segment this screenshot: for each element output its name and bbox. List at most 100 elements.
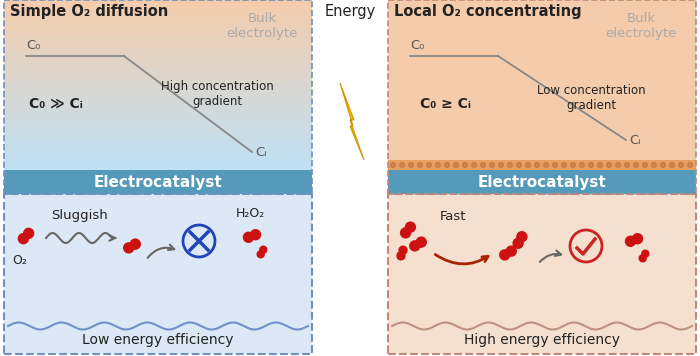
Text: Bulk
electrolyte: Bulk electrolyte <box>606 12 677 40</box>
Text: High concentration
gradient: High concentration gradient <box>160 80 274 108</box>
Polygon shape <box>4 19 312 20</box>
Polygon shape <box>4 41 312 42</box>
Polygon shape <box>4 99 312 100</box>
Polygon shape <box>4 105 312 107</box>
Circle shape <box>561 162 566 168</box>
Circle shape <box>24 228 34 239</box>
Circle shape <box>391 162 395 168</box>
Polygon shape <box>4 94 312 95</box>
Polygon shape <box>4 117 312 119</box>
Circle shape <box>626 236 636 246</box>
Text: Sluggish: Sluggish <box>50 209 107 222</box>
Polygon shape <box>4 150 312 151</box>
Polygon shape <box>4 129 312 131</box>
Circle shape <box>678 162 683 168</box>
Polygon shape <box>4 64 312 66</box>
Circle shape <box>400 228 411 238</box>
Circle shape <box>400 162 405 168</box>
Circle shape <box>634 162 638 168</box>
Circle shape <box>517 232 527 242</box>
Polygon shape <box>4 9 312 10</box>
Circle shape <box>498 162 503 168</box>
Polygon shape <box>4 119 312 121</box>
Polygon shape <box>4 143 312 145</box>
Circle shape <box>435 162 440 168</box>
Polygon shape <box>4 61 312 63</box>
Polygon shape <box>4 72 312 73</box>
Circle shape <box>506 246 516 256</box>
Polygon shape <box>4 22 312 24</box>
Circle shape <box>552 162 557 168</box>
Text: O₂: O₂ <box>12 254 27 267</box>
Text: Low energy efficiency: Low energy efficiency <box>83 333 234 347</box>
Circle shape <box>244 232 253 242</box>
Polygon shape <box>4 17 312 19</box>
Polygon shape <box>4 63 312 64</box>
Polygon shape <box>4 5 312 7</box>
Polygon shape <box>4 102 312 104</box>
Circle shape <box>426 162 431 168</box>
Polygon shape <box>4 56 312 58</box>
Circle shape <box>570 162 575 168</box>
Circle shape <box>18 234 28 244</box>
Polygon shape <box>4 132 312 134</box>
Circle shape <box>410 241 420 251</box>
Polygon shape <box>4 14 312 15</box>
Circle shape <box>526 162 531 168</box>
Circle shape <box>489 162 494 168</box>
Polygon shape <box>4 165 312 167</box>
FancyBboxPatch shape <box>388 194 696 354</box>
Circle shape <box>580 162 584 168</box>
Polygon shape <box>4 83 312 85</box>
Polygon shape <box>4 136 312 138</box>
Circle shape <box>399 246 407 254</box>
Polygon shape <box>340 83 364 160</box>
Text: Local O₂ concentrating: Local O₂ concentrating <box>394 4 582 19</box>
Text: C₀ ≫ Cᵢ: C₀ ≫ Cᵢ <box>29 97 83 111</box>
Polygon shape <box>4 112 312 114</box>
Polygon shape <box>4 168 312 170</box>
Polygon shape <box>4 46 312 48</box>
Polygon shape <box>4 0 312 2</box>
Bar <box>4 170 312 194</box>
Text: Fast: Fast <box>440 210 466 223</box>
Circle shape <box>642 250 649 257</box>
Polygon shape <box>4 160 312 162</box>
Polygon shape <box>4 155 312 156</box>
Polygon shape <box>4 100 312 102</box>
Circle shape <box>606 162 612 168</box>
Text: Simple O₂ diffusion: Simple O₂ diffusion <box>10 4 168 19</box>
Bar <box>388 170 696 194</box>
Circle shape <box>416 237 426 247</box>
Polygon shape <box>4 85 312 87</box>
Polygon shape <box>4 95 312 97</box>
Polygon shape <box>4 156 312 158</box>
Circle shape <box>444 162 449 168</box>
Polygon shape <box>4 44 312 46</box>
Polygon shape <box>4 10 312 12</box>
Circle shape <box>397 252 405 260</box>
Polygon shape <box>4 104 312 105</box>
Polygon shape <box>4 39 312 41</box>
Polygon shape <box>4 167 312 168</box>
Polygon shape <box>4 87 312 88</box>
Text: High energy efficiency: High energy efficiency <box>464 333 620 347</box>
Circle shape <box>639 255 646 262</box>
Polygon shape <box>4 122 312 124</box>
Polygon shape <box>4 131 312 132</box>
Polygon shape <box>4 163 312 165</box>
Polygon shape <box>4 54 312 56</box>
Circle shape <box>517 162 522 168</box>
Polygon shape <box>4 20 312 22</box>
Circle shape <box>543 162 549 168</box>
Polygon shape <box>4 2 312 4</box>
Polygon shape <box>4 34 312 36</box>
Polygon shape <box>4 78 312 80</box>
Polygon shape <box>4 158 312 160</box>
Polygon shape <box>4 12 312 14</box>
Polygon shape <box>4 24 312 26</box>
Polygon shape <box>4 68 312 70</box>
Circle shape <box>669 162 675 168</box>
Circle shape <box>260 246 267 253</box>
Text: Cᵢ: Cᵢ <box>255 146 267 158</box>
